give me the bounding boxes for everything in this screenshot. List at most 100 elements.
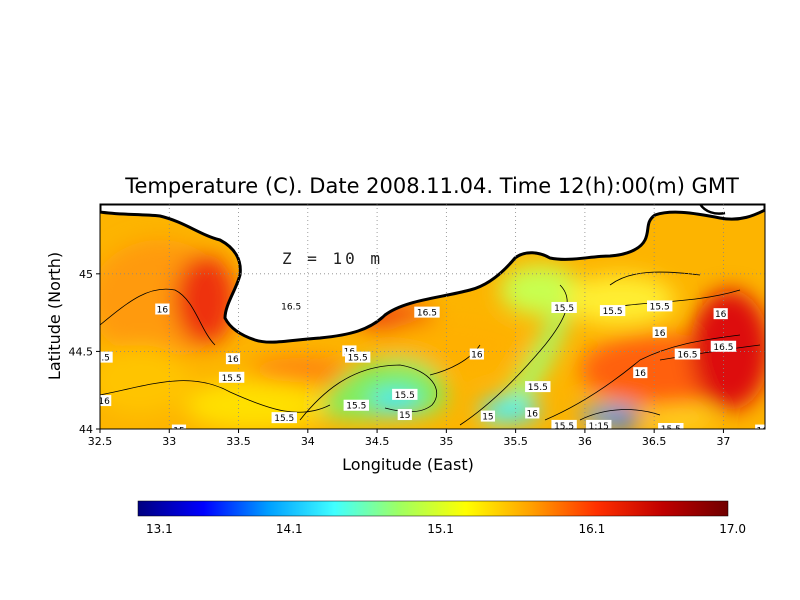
contour-label-bg [100, 395, 112, 407]
contour-label-text: 15 [482, 413, 493, 423]
contour-label-bg [155, 303, 170, 315]
x-tick-label: 34 [301, 435, 315, 448]
contour-label-text: 5.5 [96, 354, 110, 364]
contour-label-text: 16 [757, 427, 769, 437]
contour-label: 15.5 [551, 301, 577, 314]
contour-label-text: 15.5 [346, 402, 366, 412]
contour-label-text: 16.5 [281, 302, 301, 312]
colorbar-tick-label: 15.1 [427, 522, 454, 536]
y-axis-ticks: 44 44.5 45 [69, 268, 100, 436]
contour-label-bg [674, 348, 701, 360]
contour-label: 15.5 [218, 371, 245, 384]
map-title: Temperature (C). Date 2008.11.04. Time 1… [124, 174, 739, 198]
contour-label-text: 15.5 [650, 302, 670, 312]
contour-label-text: 15 [399, 411, 410, 421]
contour-label-bg [414, 306, 440, 318]
contour-label-text: 16 [471, 351, 483, 361]
colorbar [137, 500, 729, 517]
colorbar-tick-labels: 13.1 14.1 15.1 16.1 17.0 [146, 522, 746, 536]
contour-label: 16 [633, 367, 648, 379]
contour-label-text: 16 [527, 409, 539, 419]
contour-label-bg [397, 409, 412, 421]
x-tick-label: 33 [162, 435, 176, 448]
contour-label-bg [713, 308, 728, 320]
contour-label: 15.5 [271, 412, 297, 424]
contour-label-bg [278, 300, 304, 312]
contour-label: 16.5 [278, 300, 304, 312]
contour-label-text: 1:15 [589, 422, 609, 432]
contour-label-text: 15.5 [274, 414, 294, 424]
contour-label: 16 [469, 348, 484, 361]
contour-label-text: 16.5 [417, 309, 437, 319]
contour-label: 15 [480, 410, 496, 423]
contour-label: 16.5 [674, 348, 701, 361]
contour-label-text: 16 [654, 329, 666, 339]
x-tick-label: 35 [439, 435, 453, 448]
temperature-field [100, 240, 765, 429]
contour-label-bg [271, 412, 297, 424]
x-axis-label: Longitude (East) [342, 455, 474, 474]
contour-label: 15 [171, 424, 187, 437]
contour-label: 5.5 [96, 351, 113, 364]
contour-label: 15.5 [344, 351, 371, 364]
contour-label-bg [218, 371, 245, 383]
contour-label: 16 [98, 395, 112, 407]
contour-label-bg [469, 348, 484, 360]
contour-label-layer: 16 16.5 16 15.5 5.5 16 15.5 16 15.5 16.5 16 15.5 15.… [96, 300, 769, 437]
contour-label-bg [551, 301, 577, 313]
contour-label-text: 15.5 [603, 307, 623, 317]
contour-label-text: 15.5 [554, 304, 574, 314]
depth-label: Z = 10 m [282, 249, 383, 268]
contour-label-bg [755, 424, 765, 429]
contour-label-bg [100, 351, 113, 363]
x-tick-label: 33.5 [226, 435, 251, 448]
contour-label-bg [647, 300, 673, 312]
contour-label-text: 15.5 [528, 383, 548, 393]
contour-label-bg [225, 353, 241, 365]
contour-label: 15.5 [525, 381, 551, 393]
contour-label-bg [652, 326, 667, 338]
colorbar-tick-label: 14.1 [276, 522, 303, 536]
contour-label-bg [525, 407, 540, 419]
contour-label-text: 16 [157, 306, 169, 316]
x-axis-ticks: 32.5 33 33.5 34 34.5 35 35.5 36 36.5 37 [88, 429, 730, 448]
plot-frame [99, 203, 766, 430]
contour-label-bg [525, 381, 551, 393]
contour-label: 15.5 [343, 399, 370, 412]
map-plot-area: 16 16.5 16 15.5 5.5 16 15.5 16 15.5 16.5 16 15.5 15.… [96, 204, 769, 437]
y-axis-label: Latitude (North) [45, 252, 64, 380]
contour-label-text: 15.5 [661, 425, 681, 435]
contour-label-text: 15 [173, 427, 184, 437]
contour-label-bg [633, 367, 648, 379]
contour-label-text: 16 [635, 369, 647, 379]
x-tick-label: 36.5 [642, 435, 667, 448]
contour-label-text: 16 [98, 397, 110, 407]
contour-label-text: 15.5 [395, 391, 415, 401]
contour-label-bg [551, 419, 577, 429]
contour-label: 15 [397, 409, 412, 421]
contour-label-bg [392, 388, 418, 400]
colorbar-tick-label: 13.1 [146, 522, 173, 536]
x-tick-label: 35.5 [503, 435, 528, 448]
contour-label-bg [599, 305, 626, 317]
contour-label-bg [344, 351, 371, 363]
contour-label: 15.5 [599, 305, 626, 317]
contour-label-bg [171, 424, 187, 429]
contour-label: 15.5 [392, 388, 418, 401]
contour-label-text: 16 [715, 310, 727, 320]
x-tick-label: 34.5 [365, 435, 390, 448]
contour-label: 16 [225, 353, 241, 365]
contour-label-text: 16 [227, 355, 239, 365]
contour-label-text: 15.5 [554, 422, 574, 432]
y-tick-label: 45 [79, 268, 93, 281]
contour-label: 15.5 [551, 419, 577, 432]
contour-label: 16 [525, 407, 540, 419]
y-tick-label: 44 [79, 423, 93, 436]
contour-label: 16 [155, 303, 170, 316]
y-tick-label: 44.5 [69, 345, 94, 358]
contour-label: 16 [713, 308, 728, 320]
contour-label-bg [710, 340, 737, 352]
contour-label-bg [343, 399, 370, 411]
contour-label: 16.5 [710, 340, 737, 353]
